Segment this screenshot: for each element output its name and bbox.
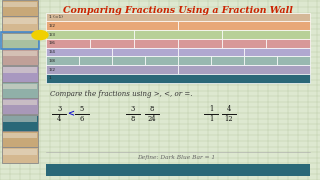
Bar xyxy=(3,67,37,73)
Bar xyxy=(46,74,310,83)
Bar xyxy=(3,149,37,155)
Text: 1 (=1): 1 (=1) xyxy=(49,15,63,19)
Bar xyxy=(112,48,178,57)
Text: 1/4: 1/4 xyxy=(49,50,56,54)
Text: 1/8: 1/8 xyxy=(49,59,56,63)
Text: 4: 4 xyxy=(227,105,231,113)
Bar xyxy=(179,21,310,30)
Text: 24: 24 xyxy=(148,115,156,123)
Bar xyxy=(1,32,39,49)
Bar xyxy=(2,115,38,131)
Text: 1/2: 1/2 xyxy=(49,24,56,28)
Bar xyxy=(46,39,90,48)
Bar xyxy=(79,57,112,65)
Text: 4: 4 xyxy=(57,115,61,123)
Bar xyxy=(179,65,310,74)
Text: <: < xyxy=(67,109,74,118)
Text: 6: 6 xyxy=(79,115,84,123)
Bar xyxy=(179,48,244,57)
Bar xyxy=(244,57,277,65)
Bar xyxy=(2,66,38,82)
Bar xyxy=(3,84,37,89)
Bar xyxy=(212,57,244,65)
Bar xyxy=(179,39,222,48)
Text: 1: 1 xyxy=(49,76,52,80)
Bar xyxy=(2,33,38,49)
Text: 1: 1 xyxy=(209,105,213,113)
Bar xyxy=(46,57,79,65)
Bar xyxy=(46,21,179,30)
Bar xyxy=(244,48,310,57)
Bar xyxy=(3,100,37,105)
Bar xyxy=(2,98,38,114)
Text: 5: 5 xyxy=(79,105,84,113)
Bar xyxy=(46,30,134,39)
Bar xyxy=(46,65,179,74)
Bar xyxy=(179,57,212,65)
Bar xyxy=(145,57,179,65)
Bar xyxy=(46,48,112,57)
Text: Compare the fractions using >, <, or =.: Compare the fractions using >, <, or =. xyxy=(50,90,192,98)
Bar xyxy=(3,116,37,122)
Bar xyxy=(2,16,38,32)
Bar xyxy=(3,51,37,56)
Text: 3: 3 xyxy=(131,105,135,113)
Circle shape xyxy=(32,31,48,40)
Text: Define: Dark Blue Bar = 1: Define: Dark Blue Bar = 1 xyxy=(137,155,215,160)
Bar xyxy=(266,39,310,48)
Text: 8: 8 xyxy=(131,115,135,123)
Text: 1/3: 1/3 xyxy=(49,33,56,37)
Text: 1: 1 xyxy=(209,115,213,123)
Text: 12: 12 xyxy=(225,115,233,123)
Bar xyxy=(222,39,266,48)
Bar xyxy=(3,2,37,7)
Bar xyxy=(222,30,310,39)
Bar xyxy=(3,34,37,40)
Bar xyxy=(46,13,310,21)
Bar xyxy=(2,0,38,16)
Bar xyxy=(90,39,134,48)
Text: 8: 8 xyxy=(150,105,154,113)
Bar xyxy=(112,57,145,65)
Text: 3: 3 xyxy=(57,105,61,113)
Bar xyxy=(2,131,38,147)
Text: Comparing Fractions Using a Fraction Wall: Comparing Fractions Using a Fraction Wal… xyxy=(63,6,292,15)
Bar xyxy=(2,82,38,98)
Bar xyxy=(3,18,37,24)
Bar xyxy=(134,39,179,48)
Bar xyxy=(3,133,37,138)
Text: 1/2: 1/2 xyxy=(49,68,56,72)
Bar xyxy=(277,57,310,65)
Bar xyxy=(2,147,38,163)
Bar xyxy=(46,164,310,176)
Text: 1/6: 1/6 xyxy=(49,41,56,45)
Bar xyxy=(2,49,38,65)
Bar xyxy=(134,30,222,39)
